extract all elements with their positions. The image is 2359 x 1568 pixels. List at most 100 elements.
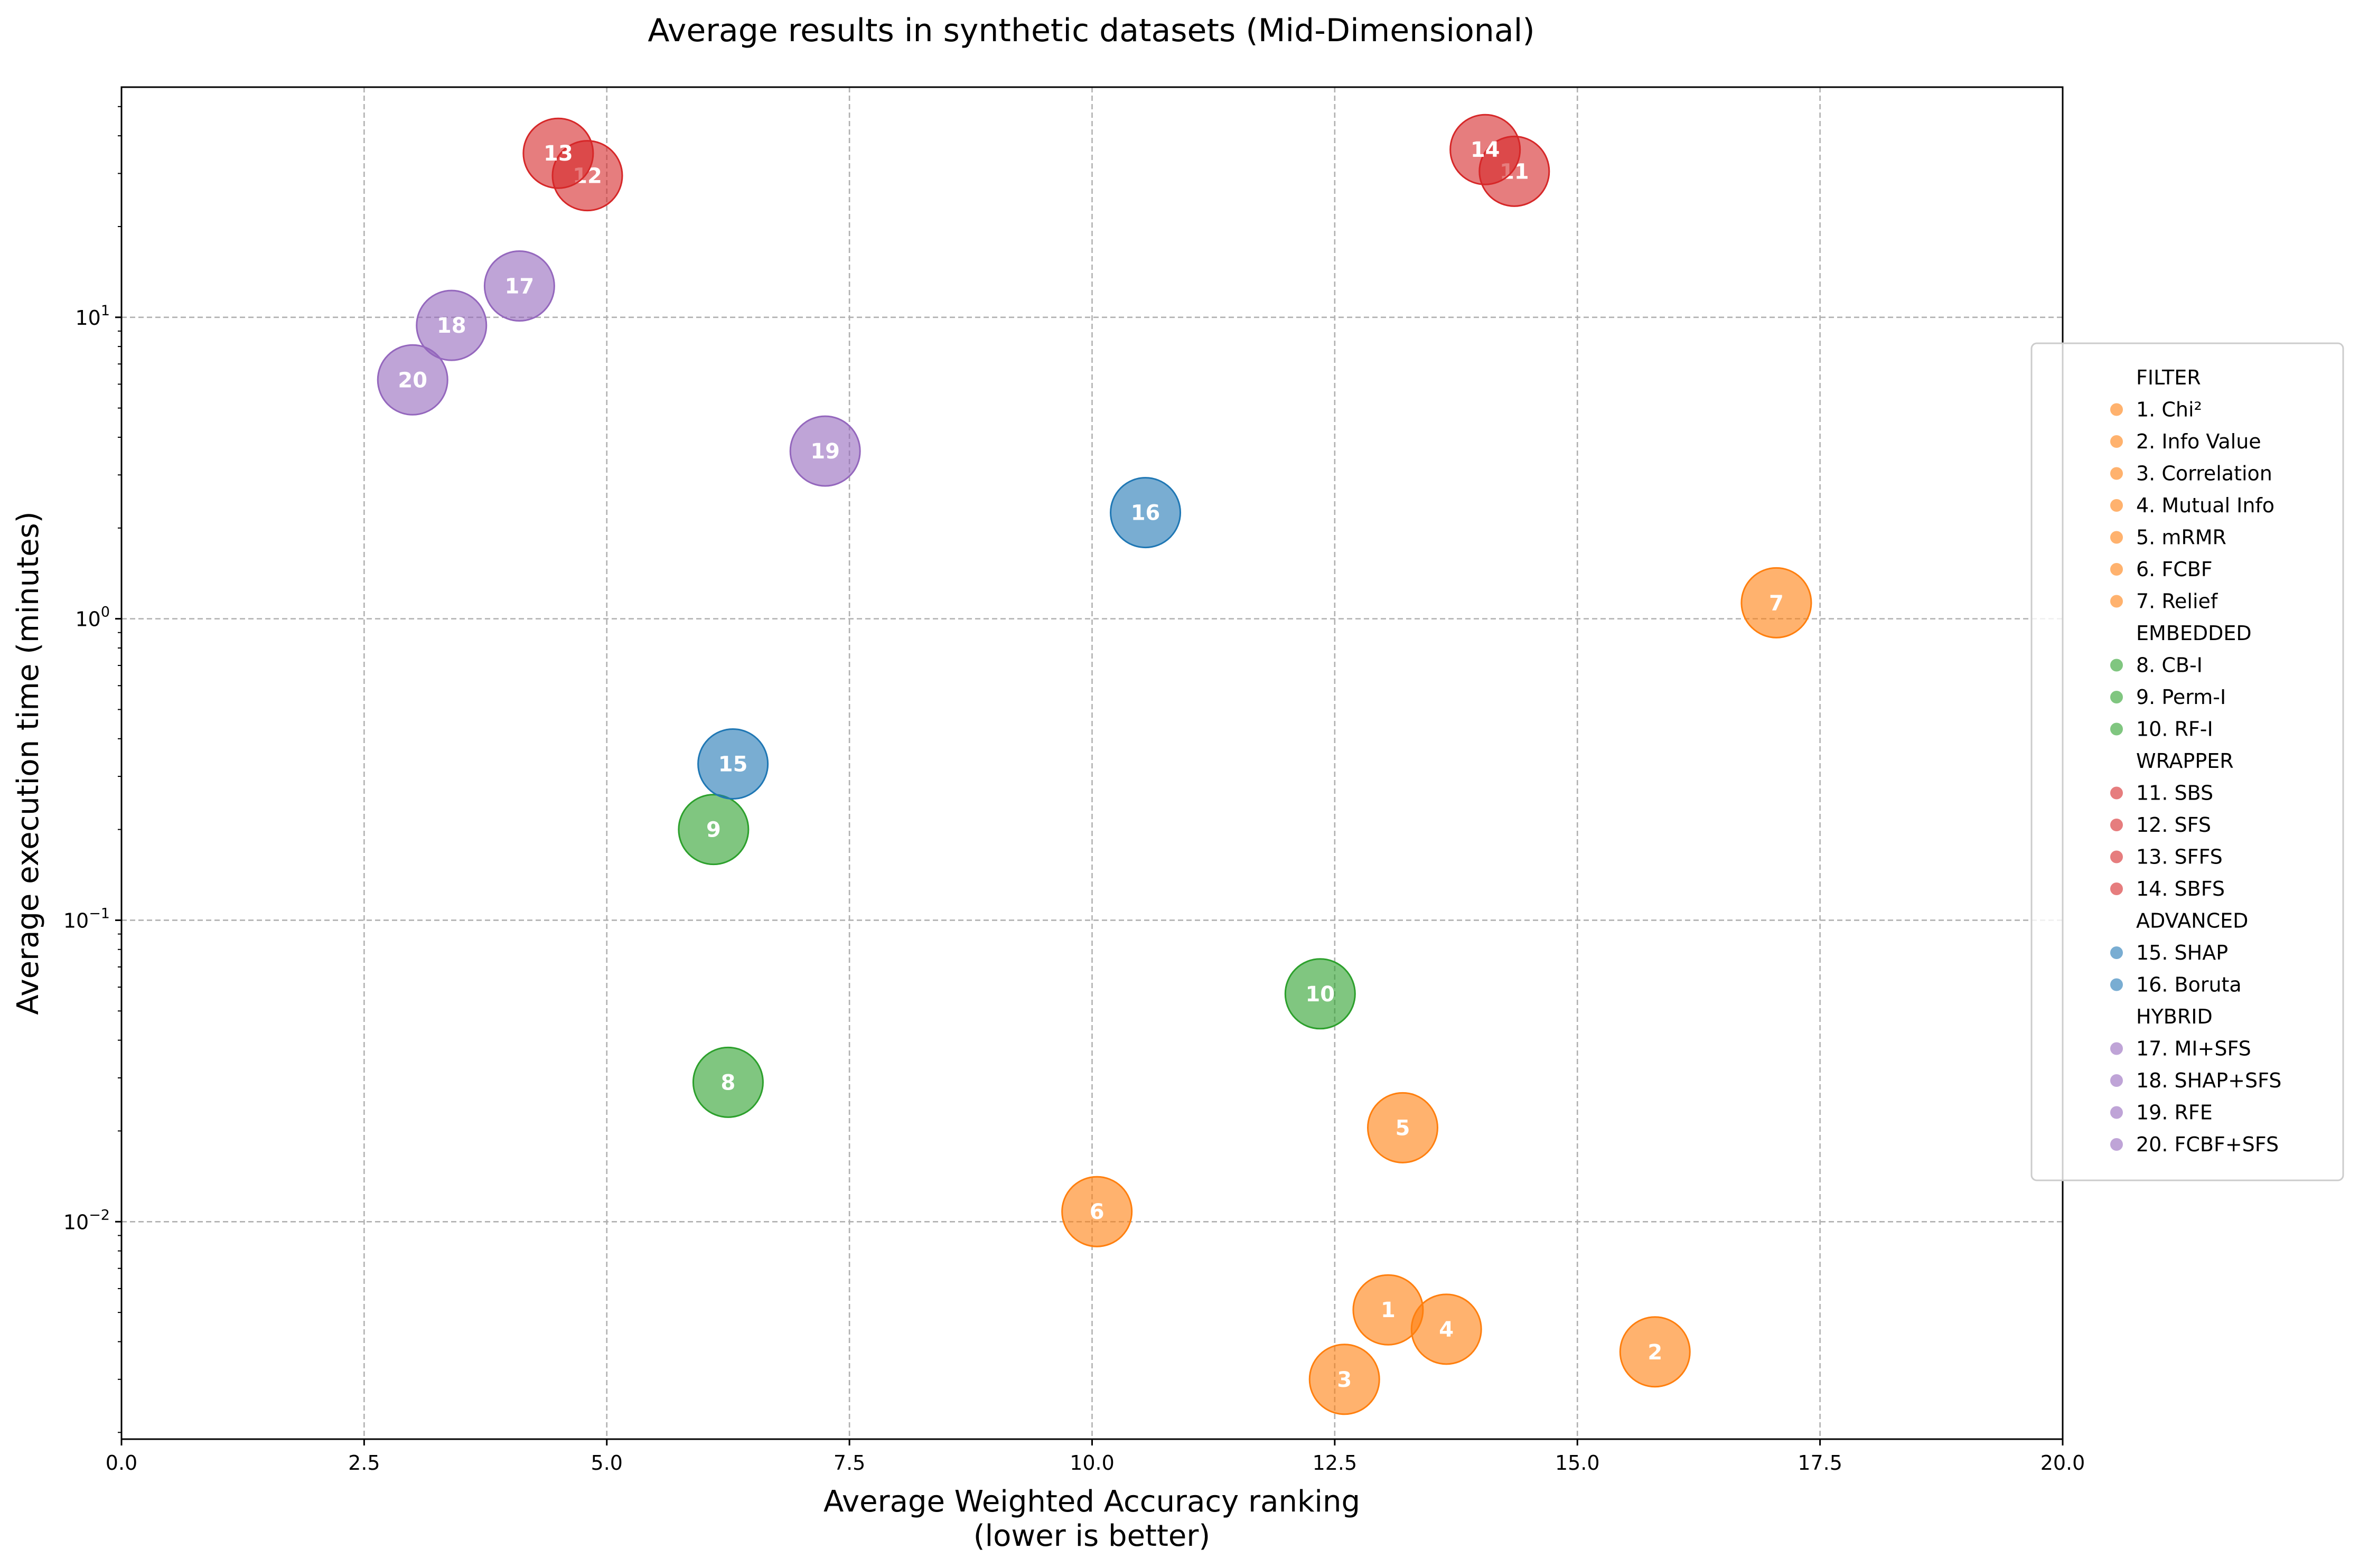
bubble-point: 5 <box>1367 1092 1438 1163</box>
x-axis-ticks: 0.0 2.5 5.0 7.5 10.0 12.5 15.0 17.5 20.0 <box>106 1439 2085 1475</box>
legend-marker <box>2110 786 2123 800</box>
grid-lines <box>121 87 2063 1439</box>
legend-marker <box>2110 882 2123 895</box>
legend: FILTER 1. Chi² 2. Info Value 3. Correlation… <box>2030 342 2344 1181</box>
legend-group-header: EMBEDDED <box>2136 622 2252 645</box>
x-tick-label: 12.5 <box>1313 1451 1358 1475</box>
legend-marker <box>2110 467 2123 480</box>
legend-entry: 14. SBFS <box>2136 877 2225 900</box>
legend-group-header: WRAPPER <box>2136 749 2234 773</box>
x-tick-label: 0.0 <box>106 1451 137 1475</box>
bubble-point: 3 <box>1308 1344 1380 1415</box>
y-tick-label: 100 <box>75 604 110 631</box>
legend-marker <box>2110 722 2123 736</box>
y-axis-ticks: 101 100 10−1 10−2 <box>63 106 121 1433</box>
legend-entry: 8. CB-I <box>2136 654 2203 677</box>
legend-marker <box>2110 1074 2123 1087</box>
legend-marker <box>2110 850 2123 863</box>
x-tick-label: 5.0 <box>591 1451 623 1475</box>
x-tick-label: 15.0 <box>1555 1451 1600 1475</box>
bubble-point: 8 <box>692 1046 764 1118</box>
legend-entry: 19. RFE <box>2136 1101 2213 1124</box>
legend-marker <box>2110 1138 2123 1151</box>
bubble-marker <box>1619 1316 1691 1388</box>
bubble-marker <box>483 250 555 322</box>
bubble-marker <box>1061 1176 1133 1247</box>
bubble-point: 6 <box>1061 1176 1133 1247</box>
bubble-label: 4 <box>1439 1318 1454 1342</box>
legend-group-header: ADVANCED <box>2136 909 2248 933</box>
bubble-label: 13 <box>544 142 573 166</box>
bubble-point: 13 <box>522 117 594 189</box>
legend-marker <box>2110 978 2123 991</box>
bubble-marker <box>789 415 861 487</box>
chart-title: Average results in synthetic datasets (M… <box>648 12 1534 49</box>
bubble-marker <box>1308 1344 1380 1415</box>
legend-entry: 1. Chi² <box>2136 398 2202 421</box>
legend-marker <box>2110 531 2123 544</box>
y-tick-label: 101 <box>75 303 110 330</box>
bubble-marker <box>1284 958 1356 1030</box>
bubble-marker <box>1740 567 1812 639</box>
bubble-label: 17 <box>505 275 535 299</box>
legend-entry: 13. SFFS <box>2136 846 2223 869</box>
bubble-point: 20 <box>377 344 448 416</box>
bubble-point: 14 <box>1449 114 1521 185</box>
x-axis-label-line-2: (lower is better) <box>973 1519 1211 1553</box>
legend-marker <box>2110 1042 2123 1055</box>
legend-entry: 17. MI+SFS <box>2136 1037 2251 1060</box>
bubble-point: 9 <box>678 794 750 866</box>
bubble-point: 1 <box>1352 1274 1424 1346</box>
legend-marker <box>2110 595 2123 608</box>
legend-entry: 16. Boruta <box>2136 973 2242 997</box>
legend-entry: 20. FCBF+SFS <box>2136 1133 2279 1156</box>
bubble-label: 10 <box>1305 982 1335 1007</box>
legend-marker <box>2110 946 2123 959</box>
bubble-label: 9 <box>706 818 721 842</box>
x-axis-label-line-1: Average Weighted Accuracy ranking <box>823 1485 1360 1519</box>
bubble-label: 7 <box>1769 591 1784 615</box>
bubble-marker <box>416 289 488 361</box>
legend-entry: 10. RF-I <box>2136 718 2213 741</box>
legend-entry: 3. Correlation <box>2136 462 2272 485</box>
legend-entry: 9. Perm-I <box>2136 686 2226 709</box>
legend-group-header: HYBRID <box>2136 1005 2213 1028</box>
legend-entry: 2. Info Value <box>2136 430 2261 453</box>
legend-marker <box>2110 403 2123 416</box>
legend-entry: 11. SBS <box>2136 782 2213 805</box>
bubble-label: 1 <box>1381 1298 1396 1322</box>
bubble-label: 3 <box>1337 1368 1352 1392</box>
legend-entry: 6. FCBF <box>2136 558 2213 581</box>
legend-entry: 12. SFS <box>2136 813 2211 837</box>
y-tick-label: 10−2 <box>63 1207 110 1234</box>
bubble-label: 5 <box>1396 1116 1410 1140</box>
bubble-point: 2 <box>1619 1316 1691 1388</box>
x-tick-label: 17.5 <box>1798 1451 1842 1475</box>
x-tick-label: 7.5 <box>834 1451 865 1475</box>
legend-marker <box>2110 691 2123 703</box>
bubble-marker <box>697 728 769 800</box>
bubble-marker <box>522 117 594 189</box>
bubble-marker <box>1367 1092 1438 1163</box>
bubble-label: 2 <box>1647 1340 1662 1365</box>
legend-marker <box>2110 563 2123 576</box>
bubble-label: 14 <box>1471 138 1500 162</box>
bubble-label: 6 <box>1090 1200 1104 1224</box>
x-tick-label: 2.5 <box>348 1451 380 1475</box>
bubble-point: 16 <box>1110 477 1182 549</box>
bubble-point: 19 <box>789 415 861 487</box>
bubble-label: 16 <box>1131 501 1160 525</box>
x-tick-label: 20.0 <box>2040 1451 2085 1475</box>
bubble-marker <box>678 794 750 866</box>
bubble-marker <box>1110 477 1182 549</box>
legend-marker <box>2110 435 2123 448</box>
bubble-point: 7 <box>1740 567 1812 639</box>
bubble-point: 17 <box>483 250 555 322</box>
y-axis-label: Average execution time (minutes) <box>11 511 45 1015</box>
bubble-point: 4 <box>1410 1293 1482 1365</box>
legend-entry: 18. SHAP+SFS <box>2136 1069 2281 1092</box>
legend-group-header: FILTER <box>2136 366 2201 389</box>
